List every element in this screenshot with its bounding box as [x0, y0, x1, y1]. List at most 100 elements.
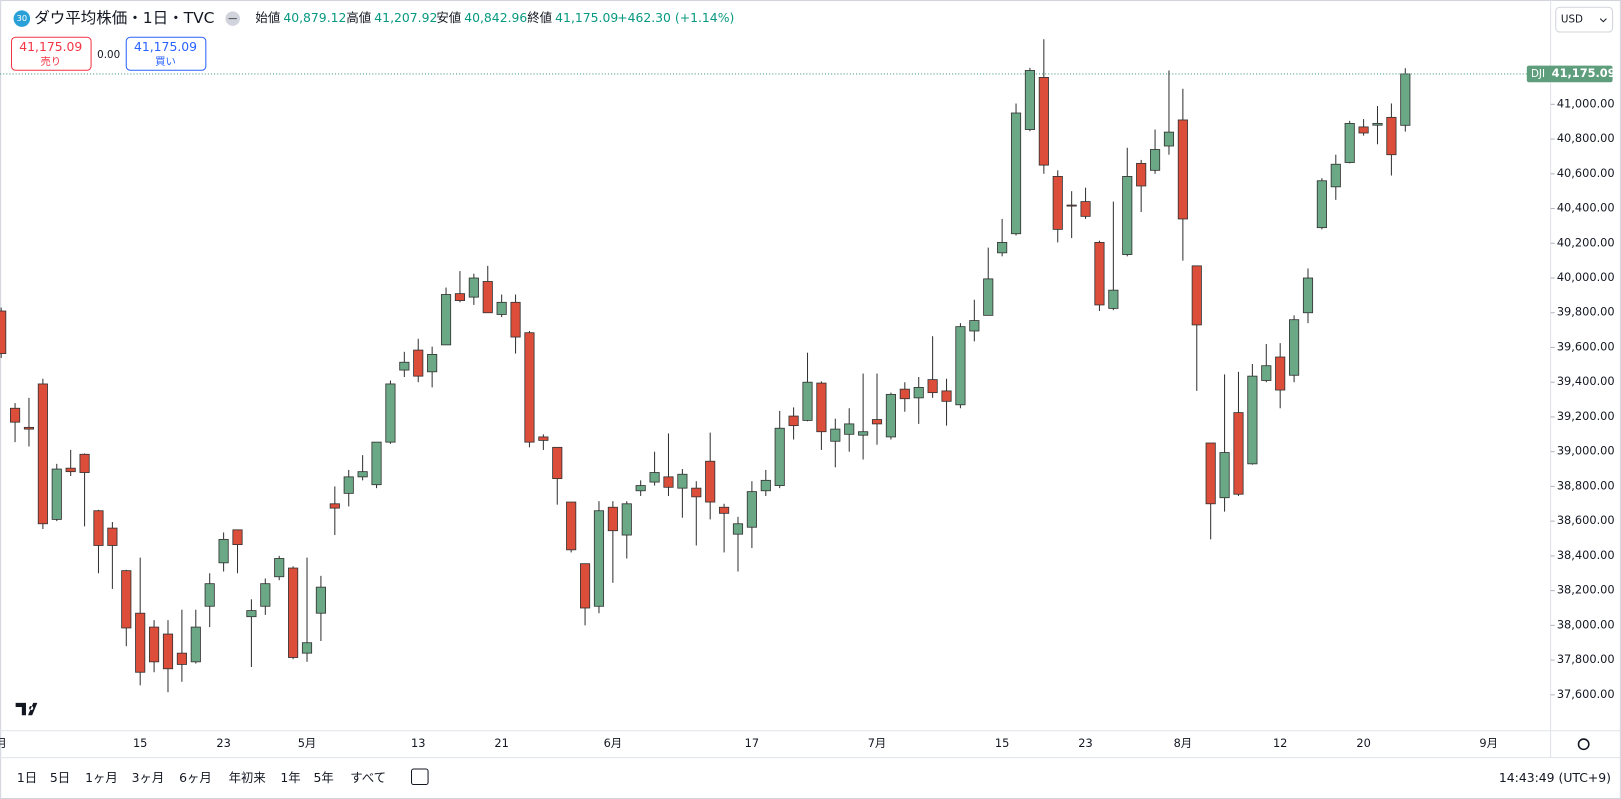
candle-body: [232, 529, 243, 546]
currency-button[interactable]: [1555, 6, 1614, 33]
candle-body: [79, 453, 90, 473]
candle-body: [1177, 119, 1188, 220]
settings-button[interactable]: [1577, 738, 1590, 751]
candle-body: [468, 277, 479, 298]
x-tick-label: 8月: [1174, 736, 1193, 750]
date-range-button[interactable]: [411, 768, 429, 786]
candle-body: [635, 485, 646, 492]
x-tick-label: 15: [995, 736, 1009, 750]
candle-body: [176, 652, 187, 665]
range-button[interactable]: 6ヶ月: [179, 770, 212, 785]
candle-body: [1010, 112, 1022, 235]
candle-body: [371, 441, 382, 486]
candle-body: [135, 612, 146, 673]
candle-body: [969, 320, 980, 332]
plot: [0, 39, 1528, 693]
y-tick-label: 37,800.00: [1557, 652, 1615, 666]
candle-body: [621, 503, 632, 536]
candle-body: [1080, 201, 1091, 217]
candle-body: [1205, 442, 1216, 505]
candle-body: [121, 570, 132, 629]
last-price-label: 41,175.09: [1552, 66, 1616, 80]
x-tick-label: 20: [1356, 736, 1370, 750]
range-button[interactable]: 5年: [314, 770, 334, 785]
candle-body: [496, 301, 507, 315]
candle-body: [23, 426, 35, 430]
candle-body: [788, 415, 799, 427]
range-button[interactable]: 1ヶ月: [85, 770, 118, 785]
y-tick-label: 38,800.00: [1557, 478, 1615, 492]
candle-body: [871, 419, 883, 425]
candle-body: [524, 332, 535, 443]
range-button[interactable]: 1日: [17, 770, 37, 785]
last-price-symbol: DJI: [1531, 68, 1545, 80]
candle-body: [802, 381, 813, 421]
x-tick-label: 17: [745, 736, 759, 750]
candle-body: [162, 633, 174, 670]
candle-body: [1386, 116, 1397, 156]
candle-body: [816, 382, 827, 433]
candle-body: [0, 310, 7, 354]
symbol-icon-text: 30: [17, 13, 28, 23]
candle-body: [552, 446, 563, 480]
candle-body: [10, 407, 21, 423]
candle-body: [37, 383, 48, 525]
candle-body: [1108, 289, 1119, 309]
y-tick-label: 41,000.00: [1557, 96, 1615, 110]
candle-body: [510, 301, 521, 338]
candle-body: [1122, 175, 1133, 255]
range-button[interactable]: すべて: [350, 770, 386, 785]
y-tick-label: 38,000.00: [1557, 617, 1615, 631]
x-tick-label: 5月: [298, 736, 317, 750]
candle-body: [1400, 73, 1411, 126]
candle-body: [1094, 241, 1105, 306]
last-price-tag: [1526, 65, 1613, 83]
currency-caret: [1599, 18, 1607, 23]
candle-body: [107, 527, 118, 546]
y-tick-label: 39,600.00: [1557, 339, 1615, 353]
candle-body: [329, 503, 340, 509]
y-tick-label: 39,400.00: [1557, 374, 1615, 388]
candle-body: [51, 468, 62, 520]
x-tick-label: 13: [411, 736, 425, 750]
sell-button[interactable]: [10, 36, 92, 71]
candle-body: [190, 626, 201, 663]
candle-body: [774, 427, 785, 486]
candle-body: [218, 538, 229, 564]
x-tick-label: 7月: [868, 736, 887, 750]
y-tick-label: 39,800.00: [1557, 305, 1615, 319]
candle-body: [913, 387, 924, 399]
candle-body: [1233, 412, 1244, 495]
candle-body: [1052, 175, 1063, 230]
range-button[interactable]: 1年: [280, 770, 300, 785]
currency: USD: [1561, 14, 1583, 26]
candle-body: [1191, 265, 1202, 326]
spread: 0.00: [97, 49, 120, 61]
buy-price: 41,175.09: [134, 39, 197, 54]
candle-body: [65, 467, 76, 473]
buy-button[interactable]: [125, 36, 207, 71]
sell-label: 売り: [40, 55, 61, 68]
x-tick-label: 月: [0, 736, 7, 750]
candle-body: [760, 479, 771, 492]
clock: 14:43:49 (UTC+9): [1499, 770, 1611, 785]
range-button[interactable]: 年初来: [229, 770, 266, 785]
candle-body: [1024, 70, 1036, 130]
logo[interactable]: [15, 702, 38, 716]
buy-label: 買い: [155, 56, 176, 68]
candle-body: [649, 472, 660, 483]
candle-body: [593, 510, 605, 607]
candle-body: [1038, 77, 1049, 166]
candle-body: [260, 583, 271, 607]
high-value: 41,207.92: [374, 10, 437, 25]
range-button[interactable]: 5日: [50, 770, 70, 785]
candle-body: [343, 476, 354, 494]
symbol-title[interactable]: ダウ平均株価・1日・TVC: [34, 9, 214, 27]
candle-body: [454, 293, 466, 302]
candle-body: [927, 379, 938, 394]
y-tick-label: 40,200.00: [1557, 235, 1615, 249]
range-button[interactable]: 3ヶ月: [132, 770, 165, 785]
candle-body: [705, 460, 716, 503]
